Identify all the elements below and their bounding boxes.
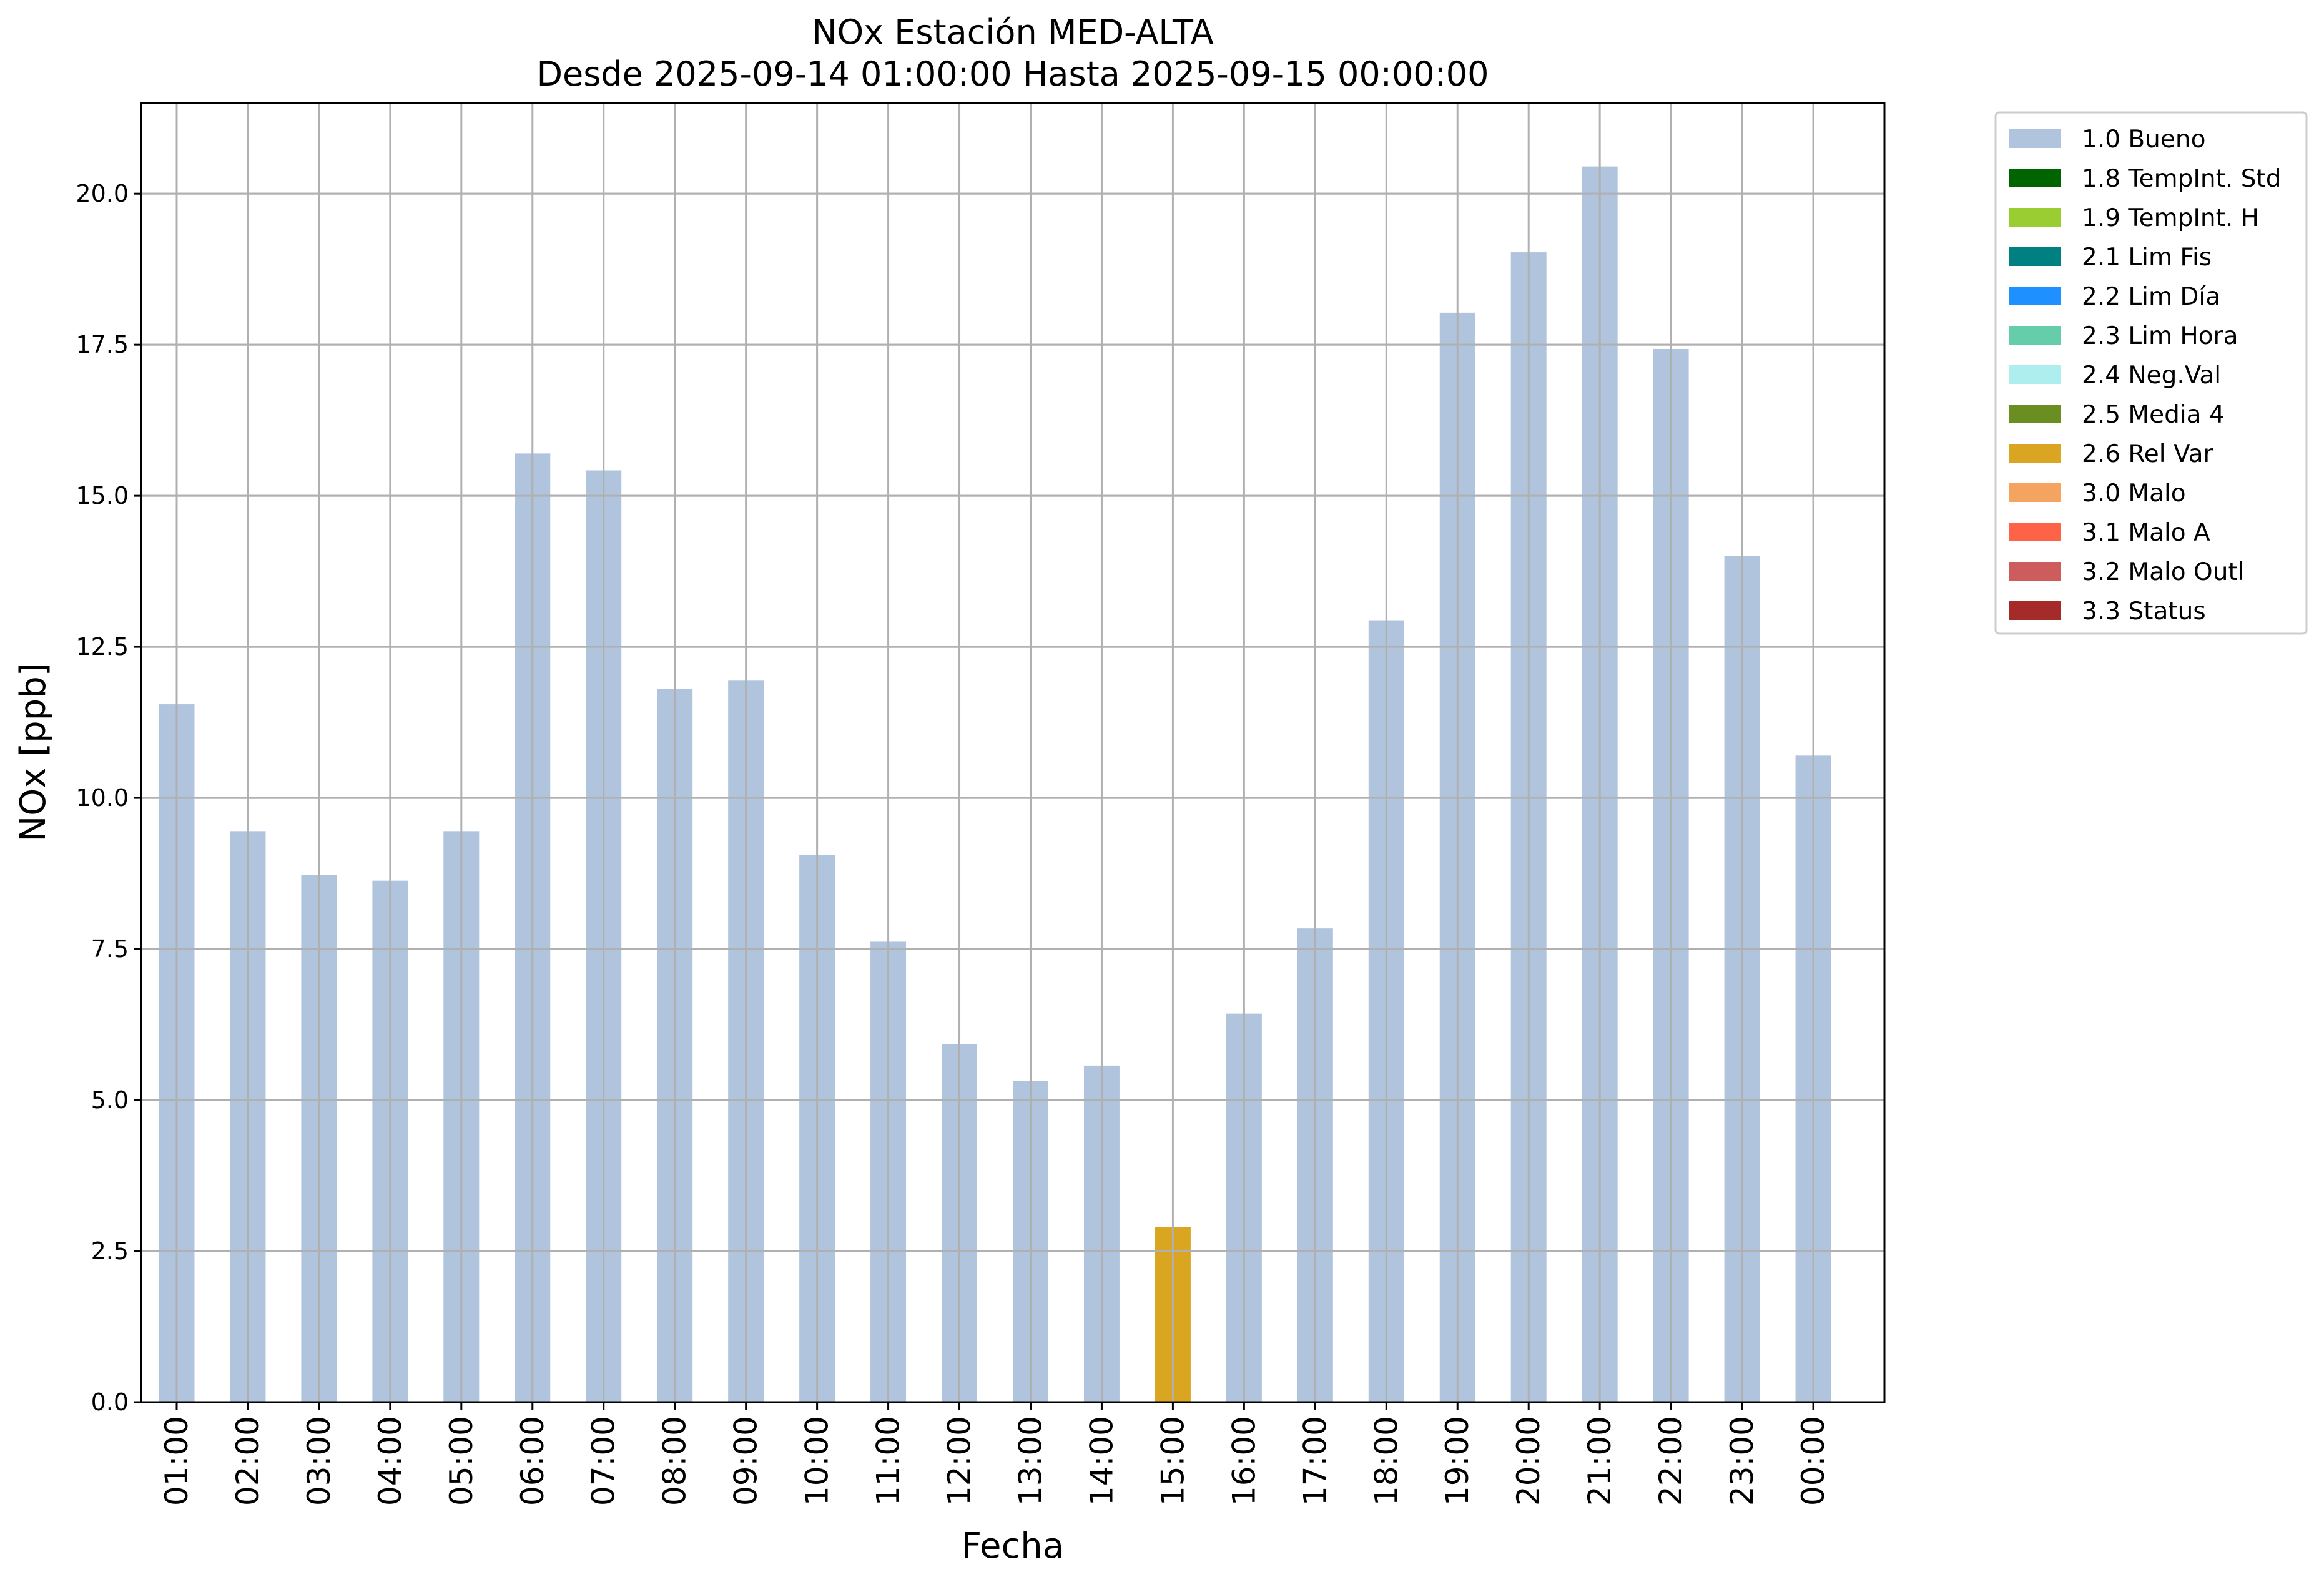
x-tick-label: 17:00: [1297, 1416, 1333, 1506]
x-tick-label: 02:00: [230, 1416, 266, 1506]
y-axis-label: NOx [ppb]: [13, 662, 54, 842]
legend-swatch: [2009, 287, 2061, 305]
bars-layer: [141, 166, 1884, 1403]
legend-swatch: [2009, 365, 2061, 384]
legend-label: 2.1 Lim Fis: [2082, 243, 2212, 272]
legend-swatch: [2009, 444, 2061, 463]
y-tick-label: 15.0: [76, 482, 129, 509]
x-tick-label: 14:00: [1083, 1416, 1120, 1506]
x-tick-label: 10:00: [799, 1416, 835, 1506]
x-tick-label: 00:00: [1795, 1416, 1831, 1506]
x-tick-label: 23:00: [1724, 1416, 1760, 1506]
x-tick-label: 15:00: [1155, 1416, 1191, 1506]
legend-label: 3.3 Status: [2082, 597, 2206, 626]
x-tick-label: 03:00: [301, 1416, 337, 1506]
legend-label: 2.4 Neg.Val: [2082, 361, 2221, 390]
legend-swatch: [2009, 523, 2061, 541]
y-tick-label: 12.5: [76, 633, 129, 661]
x-tick-label: 20:00: [1510, 1416, 1547, 1506]
legend-label: 1.9 TempInt. H: [2082, 204, 2259, 232]
x-tick-label: 22:00: [1653, 1416, 1689, 1506]
legend-swatch: [2009, 562, 2061, 581]
legend-label: 3.1 Malo A: [2082, 519, 2210, 547]
x-tick-label: 12:00: [942, 1416, 978, 1506]
legend-swatch: [2009, 326, 2061, 345]
y-tick-label: 20.0: [76, 180, 129, 207]
legend-label: 2.5 Media 4: [2082, 401, 2225, 429]
legend: 1.0 Bueno 1.8 TempInt. Std 1.9 TempInt. H 2…: [1994, 111, 2308, 635]
legend-swatch: [2009, 601, 2061, 620]
x-tick-label: 06:00: [515, 1416, 551, 1506]
legend-swatch: [2009, 208, 2061, 227]
x-tick-label: 08:00: [657, 1416, 693, 1506]
x-tick-label: 21:00: [1582, 1416, 1618, 1506]
x-axis-label: Fecha: [962, 1526, 1064, 1566]
legend-label: 3.0 Malo: [2082, 479, 2186, 508]
x-tick-label: 19:00: [1439, 1416, 1475, 1506]
x-tick-label: 13:00: [1012, 1416, 1048, 1506]
x-tick-label: 11:00: [870, 1416, 907, 1506]
x-tick-label: 04:00: [372, 1416, 408, 1506]
x-tick-label: 05:00: [443, 1416, 480, 1506]
legend-label: 1.8 TempInt. Std: [2082, 165, 2281, 193]
x-tick-label: 16:00: [1226, 1416, 1262, 1506]
legend-swatch: [2009, 483, 2061, 502]
x-tick-label: 01:00: [159, 1416, 195, 1506]
legend-frame: [1994, 111, 2308, 635]
legend-label: 2.2 Lim Día: [2082, 283, 2220, 311]
x-tick-label: 09:00: [728, 1416, 764, 1506]
legend-label: 3.2 Malo Outl: [2082, 558, 2245, 586]
y-tick-label: 7.5: [91, 935, 129, 963]
x-tick-label: 07:00: [586, 1416, 622, 1506]
legend-swatch: [2009, 405, 2061, 423]
y-ticks: 0.0 2.5 5.0 7.5 10.0 12.5 15.0 17.5 20.0: [76, 180, 141, 1416]
chart-subtitle: Desde 2025-09-14 01:00:00 Hasta 2025-09-…: [536, 54, 1489, 94]
x-ticks: 01:00 02:00 03:00 04:00 05:00 06:00 07:00 08:00…: [159, 1402, 1831, 1506]
legend-label: 1.0 Bueno: [2082, 125, 2205, 154]
plot-frame: [140, 102, 1886, 1403]
legend-swatch: [2009, 247, 2061, 266]
y-tick-label: 0.0: [91, 1388, 129, 1416]
y-tick-label: 17.5: [76, 331, 129, 358]
legend-swatch: [2009, 129, 2061, 148]
legend-swatch: [2009, 169, 2061, 187]
y-tick-label: 10.0: [76, 784, 129, 812]
x-tick-label: 18:00: [1368, 1416, 1404, 1506]
chart-title: NOx Estación MED-ALTA: [812, 12, 1214, 52]
y-tick-label: 5.0: [91, 1086, 129, 1114]
y-tick-label: 2.5: [91, 1237, 129, 1265]
legend-label: 2.3 Lim Hora: [2082, 322, 2238, 350]
legend-label: 2.6 Rel Var: [2082, 440, 2214, 468]
